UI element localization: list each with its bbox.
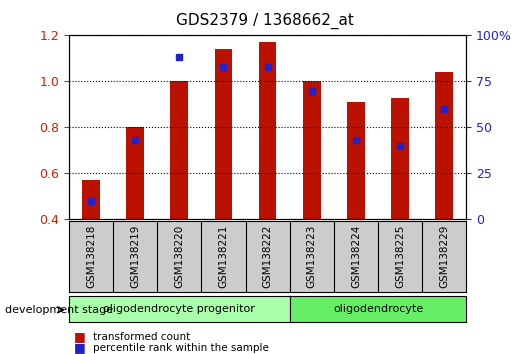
Text: percentile rank within the sample: percentile rank within the sample (93, 343, 269, 353)
Bar (436, 72, 453, 219)
Text: GSM138220: GSM138220 (174, 225, 184, 288)
Text: GDS2379 / 1368662_at: GDS2379 / 1368662_at (176, 12, 354, 29)
Text: GSM138221: GSM138221 (218, 225, 228, 289)
Bar (303, 81, 321, 219)
Bar (171, 81, 188, 219)
Text: GSM138219: GSM138219 (130, 225, 140, 289)
Bar (126, 127, 144, 219)
Text: transformed count: transformed count (93, 332, 190, 342)
Text: ■: ■ (74, 331, 86, 343)
Text: development stage: development stage (5, 305, 113, 315)
Text: GSM138223: GSM138223 (307, 225, 317, 289)
Text: GSM138225: GSM138225 (395, 225, 405, 289)
Bar (391, 97, 409, 219)
Bar (215, 49, 232, 219)
Text: oligodendrocyte: oligodendrocyte (333, 304, 423, 314)
Text: oligodendrocyte progenitor: oligodendrocyte progenitor (103, 304, 255, 314)
Text: GSM138224: GSM138224 (351, 225, 361, 289)
Text: GSM138229: GSM138229 (439, 225, 449, 289)
Text: ■: ■ (74, 341, 86, 354)
Text: GSM138218: GSM138218 (86, 225, 96, 289)
Bar (259, 42, 277, 219)
Bar (82, 180, 100, 219)
Bar (347, 102, 365, 219)
Text: GSM138222: GSM138222 (263, 225, 272, 289)
